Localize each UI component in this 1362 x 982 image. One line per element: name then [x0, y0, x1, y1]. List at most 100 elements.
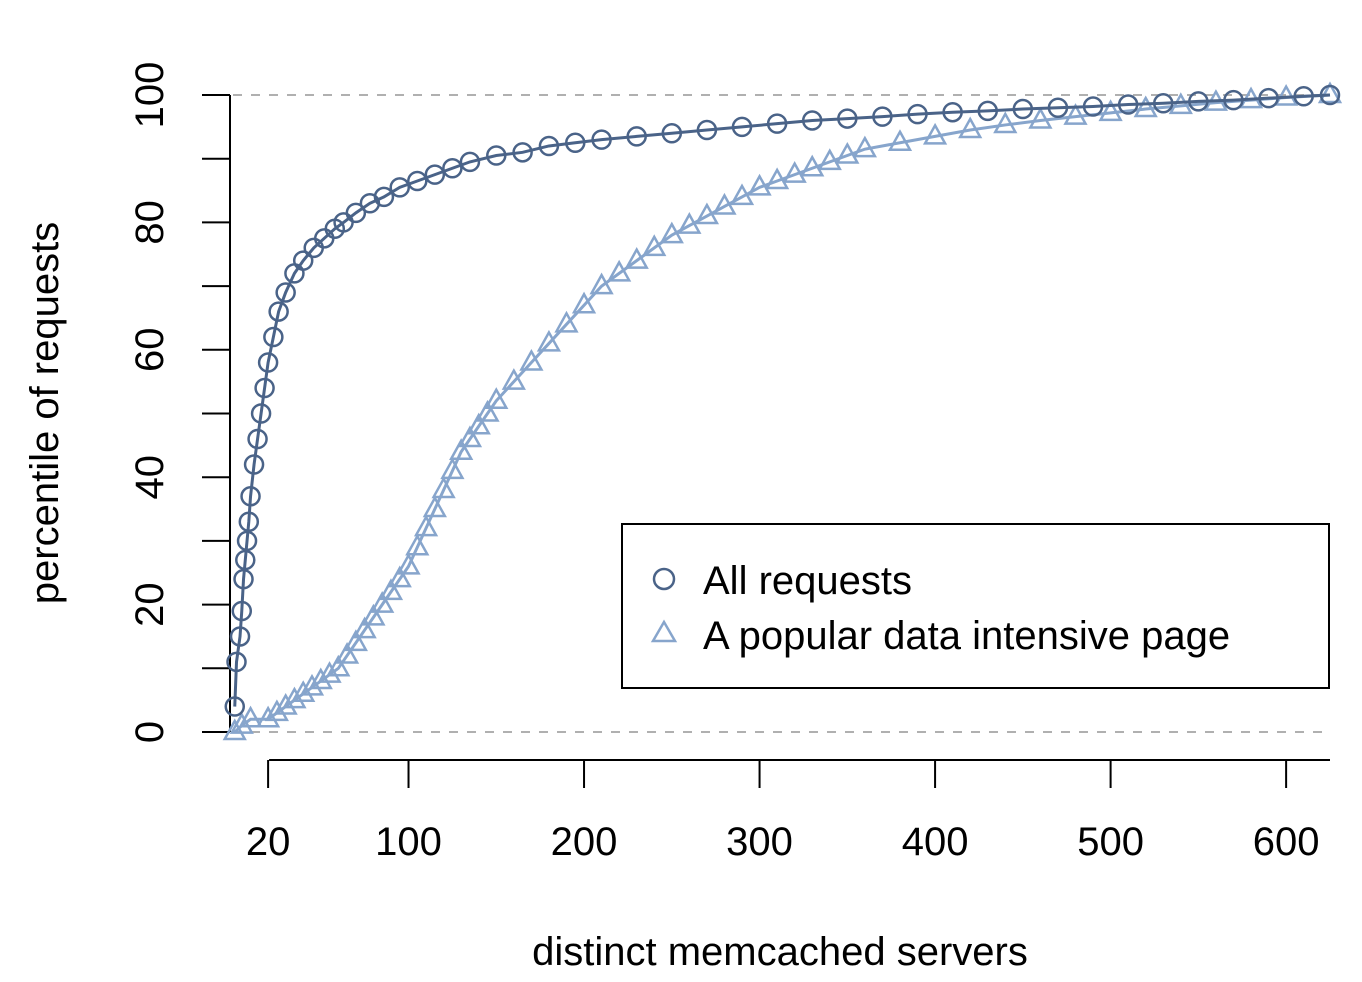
all-requests-point — [731, 116, 753, 138]
all-requests-point — [1258, 87, 1279, 109]
popular-page-point — [764, 167, 790, 190]
all-requests-point — [226, 651, 247, 673]
popular-page-point — [782, 161, 807, 183]
y-tick-label: 20 — [128, 582, 172, 627]
all-requests-point — [1223, 89, 1244, 111]
all-requests-point — [486, 145, 507, 166]
all-requests-point — [240, 486, 261, 507]
popular-page-point — [273, 692, 298, 715]
all-requests-point — [538, 135, 560, 157]
popular-page-point — [922, 122, 948, 145]
all-requests-point — [229, 626, 251, 647]
popular-page-point — [1063, 103, 1088, 125]
popular-page-point — [396, 552, 421, 575]
popular-page-point — [817, 148, 842, 171]
popular-page-point — [642, 234, 667, 257]
popular-page-point — [334, 641, 360, 664]
popular-page-point — [466, 412, 491, 435]
series-layer — [222, 81, 1343, 741]
legend-box — [621, 523, 1330, 689]
all-requests-point — [907, 103, 928, 125]
popular-page-point — [958, 116, 983, 139]
popular-page-point — [291, 680, 316, 703]
all-requests-point — [512, 142, 533, 163]
popular-page-point — [326, 654, 351, 677]
popular-page-point — [852, 135, 877, 158]
all-requests-point — [236, 530, 258, 552]
all-requests-point — [1153, 93, 1174, 114]
all-requests-point — [238, 511, 260, 533]
all-requests-point — [224, 696, 246, 717]
y-tick-label: 40 — [128, 455, 172, 500]
popular-page-point — [694, 202, 720, 225]
x-tick-label: 100 — [375, 820, 442, 864]
popular-page-point — [729, 183, 755, 206]
popular-page-point — [308, 667, 333, 690]
popular-page-point — [457, 425, 483, 448]
popular-page-point — [589, 272, 614, 295]
all-requests-point — [263, 326, 284, 348]
all-requests-point — [275, 282, 296, 303]
legend-label-all-requests: All requests — [703, 559, 912, 603]
popular-page-point — [413, 514, 439, 537]
all-requests-point — [235, 549, 256, 571]
y-tick-label: 60 — [128, 328, 172, 373]
popular-page-point — [747, 173, 772, 196]
all-requests-point — [233, 568, 254, 590]
all-requests-point — [268, 301, 289, 322]
all-requests-point — [626, 126, 647, 147]
popular-page-point — [712, 192, 737, 215]
popular-page-point — [238, 705, 263, 728]
all-requests-point — [247, 428, 268, 450]
legend-marker-popular-page — [650, 619, 678, 643]
all-requests-point — [442, 158, 463, 179]
y-axis-title: percentile of requests — [23, 222, 67, 604]
legend: All requests A popular data intensive pa… — [621, 523, 1330, 689]
popular-page-point — [255, 705, 281, 728]
popular-page-point — [222, 718, 247, 741]
y-tick-label: 80 — [128, 200, 172, 245]
legend-label-popular-page: A popular data intensive page — [703, 614, 1230, 658]
legend-marker-all-requests — [652, 567, 676, 591]
all-requests-point — [250, 403, 272, 424]
popular-page-point — [624, 247, 649, 269]
popular-page-point — [887, 129, 913, 152]
popular-page-point — [370, 591, 395, 613]
all-requests-point — [1188, 91, 1209, 112]
popular-page-point — [536, 329, 562, 352]
popular-page-point — [1028, 106, 1053, 129]
all-requests-point — [1117, 94, 1139, 115]
x-axis-title: distinct memcached servers — [532, 930, 1028, 974]
all-requests-point — [977, 100, 998, 122]
x-tick-label: 200 — [551, 820, 618, 864]
x-axis: 20 100 200 300 400 500 600 — [246, 759, 1330, 864]
all-requests-point — [257, 352, 279, 373]
all-requests-point — [345, 202, 367, 224]
all-requests-point — [1293, 86, 1314, 107]
popular-page-point — [501, 368, 526, 390]
popular-page-point — [431, 476, 456, 499]
all-requests-point — [373, 186, 395, 208]
popular-page-point — [571, 291, 597, 314]
popular-page-point — [800, 154, 825, 177]
all-requests-point — [1319, 84, 1341, 106]
y-tick-label: 0 — [128, 721, 172, 743]
all-requests-point — [389, 177, 410, 198]
all-requests-point — [231, 600, 253, 622]
all-requests-point — [942, 101, 963, 123]
series-all-requests — [224, 84, 1341, 717]
popular-page-point — [387, 565, 412, 588]
popular-page-point — [484, 387, 509, 410]
popular-page-point — [405, 533, 430, 556]
popular-page-point — [422, 495, 447, 518]
x-tick-label: 500 — [1077, 820, 1144, 864]
all-requests-point — [407, 170, 428, 192]
popular-page-point — [554, 310, 579, 333]
all-requests-point — [661, 122, 683, 144]
all-requests-point — [837, 108, 858, 129]
x-tick-label: 300 — [726, 820, 793, 864]
popular-page-point — [229, 712, 254, 734]
all-requests-point — [872, 106, 893, 127]
popular-page-point — [475, 399, 500, 422]
